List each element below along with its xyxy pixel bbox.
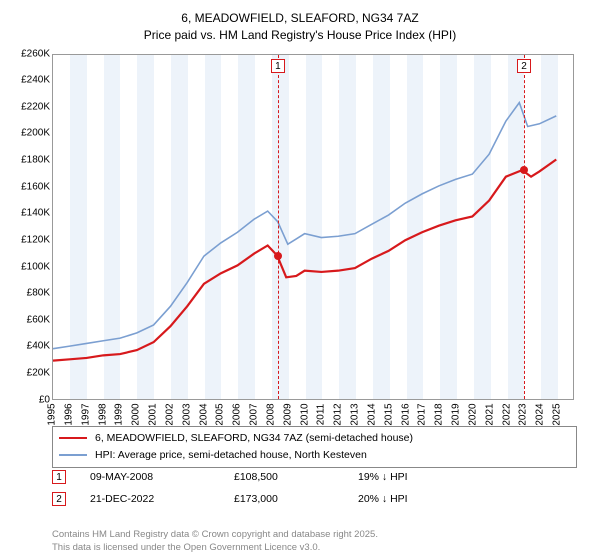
sale-price: £108,500	[234, 471, 334, 483]
legend-swatch	[59, 454, 87, 456]
sale-marker-line	[278, 55, 279, 399]
x-tick-label: 2000	[131, 403, 142, 425]
chart-title: 6, MEADOWFIELD, SLEAFORD, NG34 7AZ Price…	[0, 0, 600, 48]
x-tick-label: 1995	[47, 403, 58, 425]
x-tick-label: 2013	[350, 403, 361, 425]
x-tick-label: 2023	[518, 403, 529, 425]
sale-row: 2 21-DEC-2022 £173,000 20% ↓ HPI	[52, 492, 577, 506]
x-tick-label: 2010	[299, 403, 310, 425]
y-tick-label: £0	[10, 394, 50, 405]
y-tick-label: £80K	[10, 288, 50, 299]
x-tick-label: 2002	[164, 403, 175, 425]
x-tick-label: 2022	[501, 403, 512, 425]
x-tick-label: 2007	[249, 403, 260, 425]
sale-marker-box: 1	[271, 59, 285, 73]
sales-block: 1 09-MAY-2008 £108,500 19% ↓ HPI 2 21-DEC-202…	[52, 470, 577, 514]
series-svg	[53, 55, 573, 399]
x-tick-label: 2020	[467, 403, 478, 425]
chart: 12 £0£20K£40K£60K£80K£100K£120K£140K£160…	[10, 48, 580, 428]
x-tick-label: 2024	[535, 403, 546, 425]
x-tick-label: 2003	[181, 403, 192, 425]
sale-marker-dot	[520, 166, 528, 174]
sale-date: 21-DEC-2022	[90, 493, 210, 505]
sale-row: 1 09-MAY-2008 £108,500 19% ↓ HPI	[52, 470, 577, 484]
y-tick-label: £240K	[10, 75, 50, 86]
x-tick-label: 2004	[198, 403, 209, 425]
x-tick-label: 2015	[383, 403, 394, 425]
x-tick-label: 1996	[63, 403, 74, 425]
series-line-hpi	[53, 102, 556, 348]
x-tick-label: 2016	[400, 403, 411, 425]
legend-label: 6, MEADOWFIELD, SLEAFORD, NG34 7AZ (semi…	[95, 430, 413, 447]
sale-marker-line	[524, 55, 525, 399]
y-tick-label: £60K	[10, 314, 50, 325]
y-tick-label: £180K	[10, 155, 50, 166]
sale-date: 09-MAY-2008	[90, 471, 210, 483]
y-tick-label: £160K	[10, 181, 50, 192]
title-line2: Price paid vs. HM Land Registry's House …	[0, 27, 600, 44]
x-tick-label: 2011	[316, 403, 327, 425]
legend-label: HPI: Average price, semi-detached house,…	[95, 447, 367, 464]
y-tick-label: £260K	[10, 48, 50, 59]
legend-row: HPI: Average price, semi-detached house,…	[59, 447, 570, 464]
y-tick-label: £220K	[10, 101, 50, 112]
x-tick-label: 2005	[215, 403, 226, 425]
y-tick-label: £100K	[10, 261, 50, 272]
x-tick-label: 2021	[484, 403, 495, 425]
y-tick-label: £20K	[10, 367, 50, 378]
sale-marker-box: 2	[517, 59, 531, 73]
legend: 6, MEADOWFIELD, SLEAFORD, NG34 7AZ (semi…	[52, 426, 577, 468]
footnote-line1: Contains HM Land Registry data © Crown c…	[52, 529, 378, 541]
series-line-price_paid	[53, 159, 556, 360]
x-tick-label: 1998	[97, 403, 108, 425]
footnote-line2: This data is licensed under the Open Gov…	[52, 542, 378, 554]
sale-marker-icon: 2	[52, 492, 66, 506]
x-tick-label: 2001	[148, 403, 159, 425]
title-line1: 6, MEADOWFIELD, SLEAFORD, NG34 7AZ	[0, 10, 600, 27]
sale-diff: 20% ↓ HPI	[358, 493, 408, 505]
x-tick-label: 1997	[80, 403, 91, 425]
x-tick-label: 2009	[282, 403, 293, 425]
x-tick-label: 2012	[333, 403, 344, 425]
legend-swatch	[59, 437, 87, 439]
x-tick-label: 2017	[417, 403, 428, 425]
y-tick-label: £140K	[10, 208, 50, 219]
sale-price: £173,000	[234, 493, 334, 505]
x-tick-label: 2008	[265, 403, 276, 425]
sale-marker-icon: 1	[52, 470, 66, 484]
x-tick-label: 2006	[232, 403, 243, 425]
legend-row: 6, MEADOWFIELD, SLEAFORD, NG34 7AZ (semi…	[59, 430, 570, 447]
x-tick-label: 1999	[114, 403, 125, 425]
sale-marker-dot	[274, 252, 282, 260]
x-tick-label: 2018	[434, 403, 445, 425]
y-tick-label: £40K	[10, 341, 50, 352]
x-tick-label: 2014	[366, 403, 377, 425]
sale-diff: 19% ↓ HPI	[358, 471, 408, 483]
x-tick-label: 2025	[552, 403, 563, 425]
y-tick-label: £120K	[10, 234, 50, 245]
footnote: Contains HM Land Registry data © Crown c…	[52, 529, 378, 554]
y-tick-label: £200K	[10, 128, 50, 139]
plot-area: 12	[52, 54, 574, 400]
x-tick-label: 2019	[451, 403, 462, 425]
